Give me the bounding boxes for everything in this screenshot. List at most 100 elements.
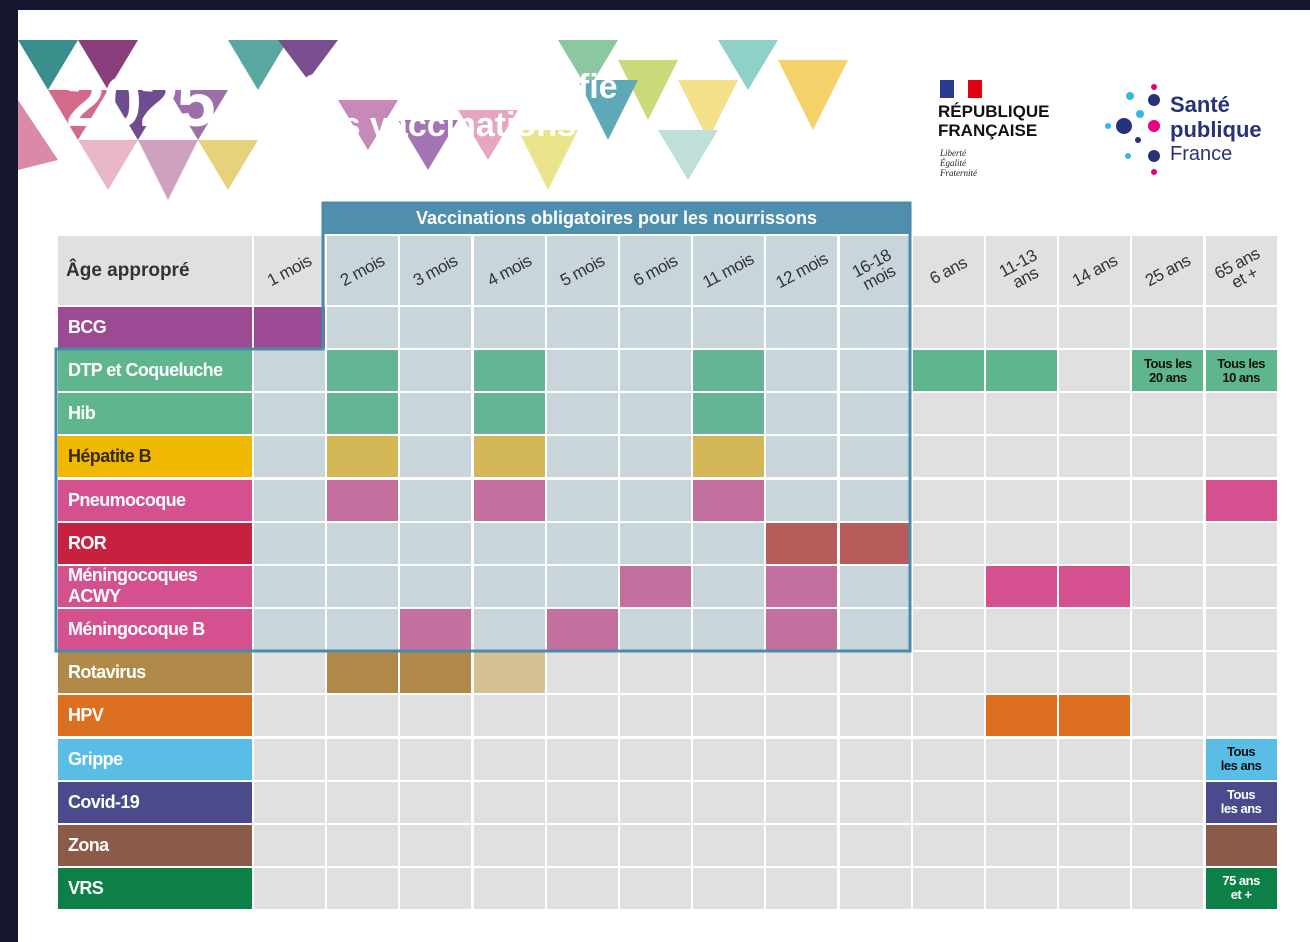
spf-line: France [1170,143,1233,165]
scheduled-cell [254,307,325,348]
scheduled-cell [693,350,765,392]
empty-cell [620,479,691,521]
empty-cell [1205,565,1277,607]
empty-cell [400,781,472,823]
column-header-text: 3 mois [410,251,460,290]
empty-cell [1059,652,1131,694]
empty-cell [1059,350,1131,392]
empty-cell [1059,824,1131,866]
empty-cell [327,824,399,866]
scheduled-cell [693,479,765,521]
motto-line: Égalité [940,158,966,168]
column-header-text: 6 mois [630,251,680,290]
column-header-text: 5 mois [557,251,607,290]
empty-cell [986,479,1057,521]
column-header: 5 mois [546,236,618,305]
empty-cell [546,393,618,435]
empty-cell [254,824,325,866]
empty-cell [473,695,545,737]
empty-cell [620,738,691,780]
empty-cell [254,565,325,607]
column-header-line: 25 ans [1141,250,1194,290]
empty-cell [473,738,545,780]
empty-cell [400,479,472,521]
empty-cell [766,738,838,780]
empty-cell [546,565,618,607]
empty-cell [912,436,984,478]
flag [940,80,982,98]
empty-cell [839,307,911,348]
column-header: 4 mois [473,236,545,305]
row-label: Covid-19 [58,781,252,823]
empty-cell [693,307,765,348]
empty-cell [1132,307,1204,348]
scheduled-cell [473,479,545,521]
scheduled-cell [912,350,984,392]
empty-cell [254,867,325,909]
column-header: 3 mois [400,236,472,305]
column-header: 2 mois [327,236,399,305]
column-header-text: 4 mois [483,250,535,290]
empty-cell [254,695,325,737]
empty-cell [693,609,765,651]
empty-cell [1059,436,1131,478]
empty-cell [839,479,911,521]
empty-cell [400,867,472,909]
empty-cell [986,652,1057,694]
empty-cell [1205,609,1277,651]
empty-cell [254,522,325,564]
empty-cell [839,393,911,435]
empty-cell [766,436,838,478]
scheduled-cell [327,652,399,694]
column-header: 6 ans [912,236,984,305]
empty-cell [912,522,984,564]
empty-cell [473,609,545,651]
scheduled-cell [473,350,545,392]
scheduled-cell [473,393,545,435]
scheduled-cell [400,652,472,694]
column-header: 11-13 ans [986,236,1057,305]
empty-cell [766,695,838,737]
row-label: Rotavirus [58,652,252,694]
cell-text: Tous [1227,744,1256,759]
cell-text: 10 ans [1222,369,1260,385]
column-header-line: 14 ans [1068,250,1121,290]
scheduled-cell [693,393,765,435]
empty-cell [620,307,691,348]
scheduled-cell: Tous les ans [1205,781,1277,823]
scheduled-cell [400,609,472,651]
empty-cell [327,522,399,564]
cell-text: et + [1230,887,1252,903]
title-line: Calendrier simplifié [302,68,618,106]
empty-cell [839,781,911,823]
empty-cell [1132,565,1204,607]
scheduled-cell [1205,479,1277,521]
empty-cell [620,350,691,392]
column-header-line: 11 mois [699,248,758,292]
empty-cell [327,738,399,780]
empty-cell [254,350,325,392]
empty-cell [546,738,618,780]
row-label: ROR [58,522,252,564]
empty-cell [1132,479,1204,521]
empty-cell [1059,867,1131,909]
empty-cell [546,522,618,564]
column-header: 1 mois [254,236,325,305]
title: Calendrier simplifié des vaccinations [302,68,618,144]
column-header-text: 16-18 mois [849,245,900,294]
empty-cell [327,695,399,737]
empty-cell [620,652,691,694]
empty-cell [400,436,472,478]
republique: RÉPUBLIQUE FRANÇAISE [938,102,1049,140]
column-header-line: 12 mois [772,248,831,292]
empty-cell [473,565,545,607]
empty-cell [620,824,691,866]
scheduled-cell [620,565,691,607]
column-header-text: 25 ans [1141,250,1194,290]
empty-cell [1059,522,1131,564]
empty-cell [620,609,691,651]
column-header-text: 14 ans [1068,250,1121,290]
empty-cell [400,350,472,392]
column-header-text: 12 mois [772,248,831,292]
column-header-line: 4 mois [483,250,535,290]
